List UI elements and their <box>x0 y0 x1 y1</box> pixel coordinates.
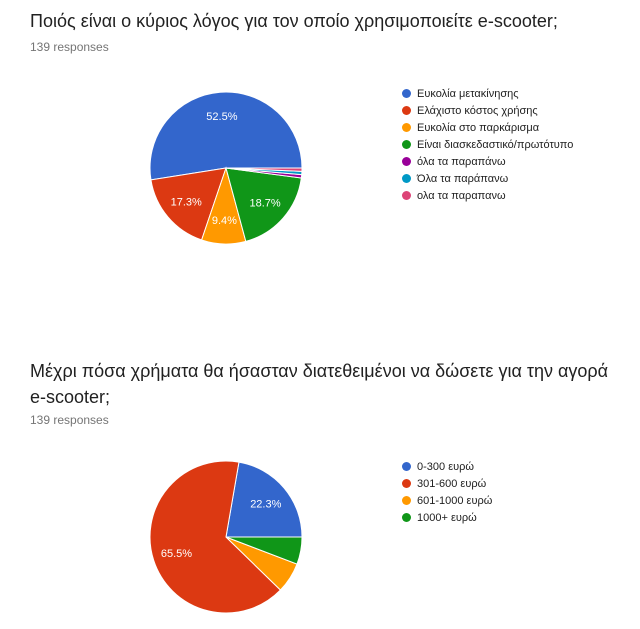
slice-label: 17.3% <box>171 197 202 209</box>
legend-label: ολα τα παραπανω <box>417 189 506 202</box>
legend-item[interactable]: Ευκολία μετακίνησης <box>402 85 573 102</box>
pie-slice[interactable] <box>149 91 303 181</box>
legend-swatch <box>402 462 411 471</box>
slice-label: 52.5% <box>206 111 237 123</box>
legend-swatch <box>402 106 411 115</box>
response-count: 139 responses <box>30 413 109 427</box>
question-title: Μέχρι πόσα χρήματα θα ήσασταν διατεθειμέ… <box>30 361 609 407</box>
slice-label: 22.3% <box>250 499 281 511</box>
slice-label: 18.7% <box>249 197 280 209</box>
legend-item[interactable]: Ευκολία στο παρκάρισμα <box>402 119 573 136</box>
legend-item[interactable]: όλα τα παραπάνω <box>402 153 573 170</box>
legend-swatch <box>402 123 411 132</box>
legend-item[interactable]: ολα τα παραπανω <box>402 187 573 204</box>
pie-slice[interactable] <box>149 460 282 614</box>
legend-swatch <box>402 174 411 183</box>
legend-item[interactable]: 301-600 ευρώ <box>402 475 492 492</box>
pie-slice[interactable] <box>225 167 302 242</box>
chart-legend-1: Ευκολία μετακίνησης Ελάχιστο κόστος χρήση… <box>402 85 573 204</box>
pie-chart-1: 52.5% 17.3% 9.4% 18.7% <box>149 91 303 245</box>
legend-label: Είναι διασκεδαστικό/πρωτότυπο <box>417 138 574 151</box>
legend-label: όλα τα παραπάνω <box>417 155 506 168</box>
legend-item[interactable]: Ελάχιστο κόστος χρήσης <box>402 102 573 119</box>
legend-item[interactable]: Όλα τα παράπανω <box>402 170 573 187</box>
legend-label: Ευκολία μετακίνησης <box>417 87 519 100</box>
legend-label: 601-1000 ευρώ <box>417 494 493 507</box>
pie-slice[interactable] <box>225 167 303 172</box>
legend-item[interactable]: 1000+ ευρώ <box>402 509 492 526</box>
legend-item[interactable]: Είναι διασκεδαστικό/πρωτότυπο <box>402 136 573 153</box>
pie-slice[interactable] <box>225 461 303 538</box>
question-title: Ποιός είναι ο κύριος λόγος για τον οποίο… <box>30 11 558 31</box>
slice-label: 65.5% <box>161 548 192 560</box>
legend-swatch <box>402 89 411 98</box>
legend-item[interactable]: 0-300 ευρώ <box>402 458 492 475</box>
legend-label: Ελάχιστο κόστος χρήσης <box>417 104 538 117</box>
pie-chart-2: 22.3% 65.5% <box>149 460 303 614</box>
response-count: 139 responses <box>30 40 109 54</box>
slice-label: 9.4% <box>212 215 237 227</box>
legend-swatch <box>402 157 411 166</box>
legend-label: Όλα τα παράπανω <box>417 172 509 185</box>
question-card-2: Μέχρι πόσα χρήματα θα ήσασταν διατεθειμέ… <box>0 355 640 629</box>
legend-swatch <box>402 479 411 488</box>
chart-legend-2: 0-300 ευρώ 301-600 ευρώ 601-1000 ευρώ 1000+… <box>402 458 492 526</box>
legend-swatch <box>402 191 411 200</box>
pie-slice[interactable] <box>225 536 303 565</box>
question-card-1: Ποιός είναι ο κύριος λόγος για τον οποίο… <box>30 11 558 54</box>
legend-swatch <box>402 140 411 149</box>
legend-label: Ευκολία στο παρκάρισμα <box>417 121 540 134</box>
legend-swatch <box>402 513 411 522</box>
legend-label: 0-300 ευρώ <box>417 460 474 473</box>
legend-swatch <box>402 496 411 505</box>
legend-item[interactable]: 601-1000 ευρώ <box>402 492 492 509</box>
legend-label: 301-600 ευρώ <box>417 477 487 490</box>
legend-label: 1000+ ευρώ <box>417 511 477 524</box>
